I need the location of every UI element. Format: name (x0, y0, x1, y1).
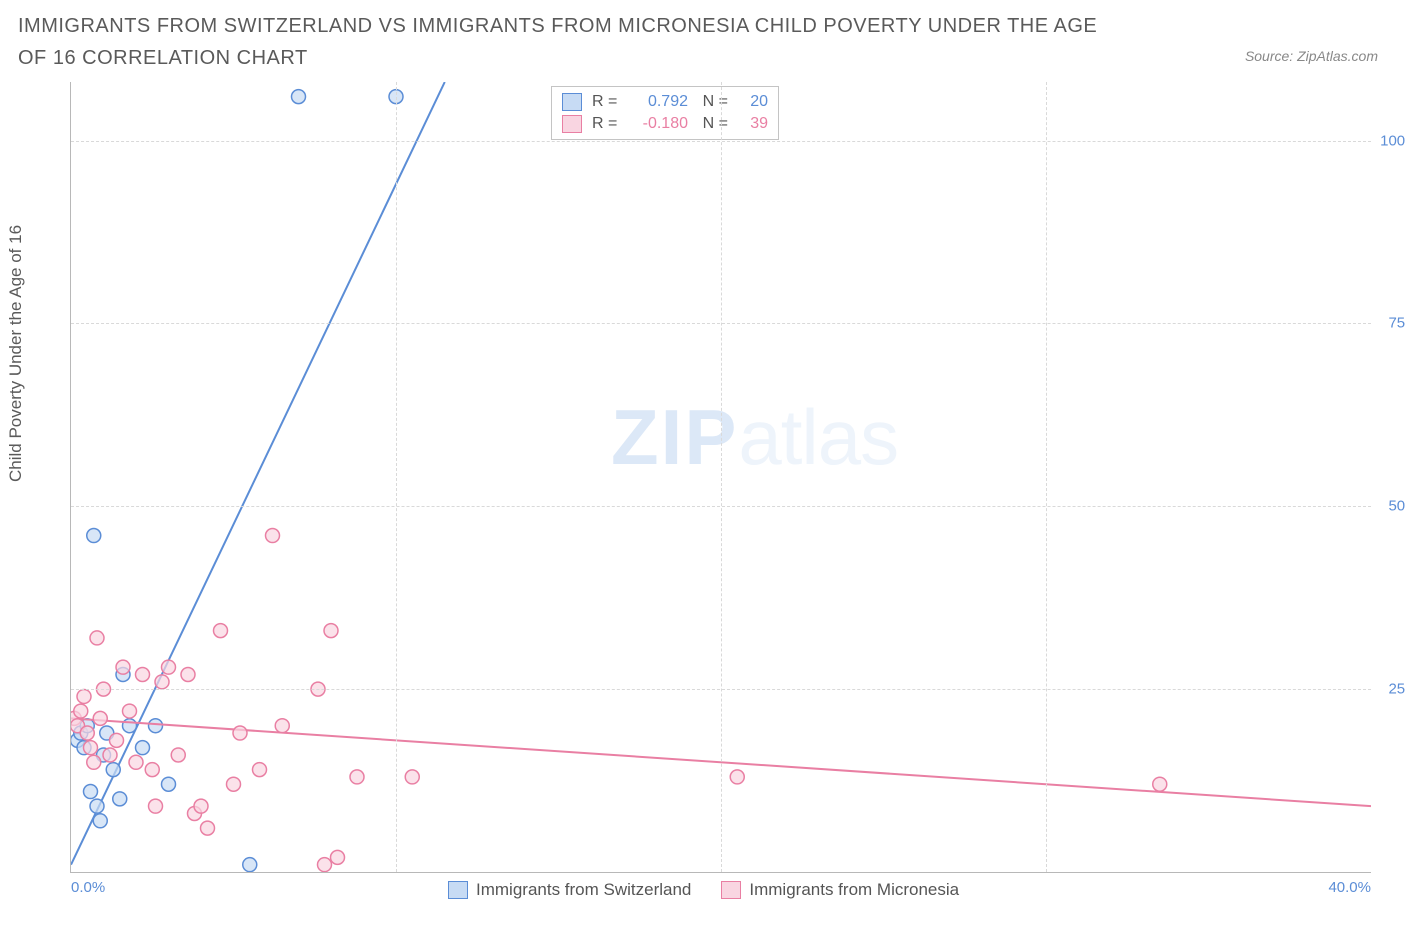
r-value: -0.180 (628, 115, 688, 133)
gridline-v (396, 82, 397, 872)
n-label: N = (698, 93, 728, 111)
r-label: R = (592, 93, 618, 111)
data-point-switzerland (292, 90, 306, 104)
chart-title: IMMIGRANTS FROM SWITZERLAND VS IMMIGRANT… (18, 10, 1118, 74)
correlation-legend: R = 0.792 N = 20 R = -0.180 N = 39 (551, 86, 779, 140)
data-point-micronesia (730, 770, 744, 784)
data-point-micronesia (123, 704, 137, 718)
data-point-micronesia (233, 726, 247, 740)
legend-item-switzerland: Immigrants from Switzerland (448, 880, 691, 900)
data-point-micronesia (324, 624, 338, 638)
data-point-switzerland (123, 719, 137, 733)
data-point-micronesia (253, 763, 267, 777)
data-point-micronesia (90, 631, 104, 645)
data-point-micronesia (136, 668, 150, 682)
data-point-micronesia (149, 799, 163, 813)
legend-swatch-icon (448, 881, 468, 899)
legend-item-micronesia: Immigrants from Micronesia (721, 880, 959, 900)
data-point-switzerland (106, 763, 120, 777)
data-point-micronesia (74, 704, 88, 718)
data-point-micronesia (84, 741, 98, 755)
data-point-micronesia (155, 675, 169, 689)
r-label: R = (592, 115, 618, 133)
data-point-micronesia (1153, 777, 1167, 791)
data-point-micronesia (201, 821, 215, 835)
data-point-micronesia (194, 799, 208, 813)
legend-swatch-icon (562, 93, 582, 111)
legend-swatch-icon (562, 115, 582, 133)
data-point-micronesia (214, 624, 228, 638)
x-tick-label: 0.0% (71, 879, 105, 896)
gridline-v (1046, 82, 1047, 872)
data-point-micronesia (227, 777, 241, 791)
r-value: 0.792 (628, 93, 688, 111)
data-point-micronesia (87, 755, 101, 769)
y-tick-label: 50.0% (1376, 498, 1406, 515)
data-point-switzerland (149, 719, 163, 733)
n-label: N = (698, 115, 728, 133)
x-tick-label: 40.0% (1328, 879, 1371, 896)
data-point-micronesia (93, 711, 107, 725)
legend-row-switzerland: R = 0.792 N = 20 (562, 91, 768, 113)
plot-area: ZIPatlas R =0.792N =20R =-0.180N =39 25.… (70, 82, 1371, 873)
n-value: 39 (738, 115, 768, 133)
data-point-micronesia (116, 660, 130, 674)
data-point-switzerland (93, 814, 107, 828)
data-point-switzerland (136, 741, 150, 755)
data-point-micronesia (110, 733, 124, 747)
data-point-switzerland (162, 777, 176, 791)
n-value: 20 (738, 93, 768, 111)
data-point-switzerland (84, 785, 98, 799)
y-tick-label: 25.0% (1376, 681, 1406, 698)
data-point-switzerland (243, 858, 257, 872)
source-attribution: Source: ZipAtlas.com (1245, 48, 1378, 64)
data-point-micronesia (181, 668, 195, 682)
data-point-micronesia (80, 726, 94, 740)
data-point-micronesia (331, 850, 345, 864)
trend-line-switzerland (71, 82, 445, 865)
y-axis-label: Child Poverty Under the Age of 16 (6, 225, 26, 482)
data-point-micronesia (171, 748, 185, 762)
data-point-micronesia (266, 529, 280, 543)
y-tick-label: 100.0% (1376, 132, 1406, 149)
data-point-micronesia (275, 719, 289, 733)
data-point-micronesia (405, 770, 419, 784)
y-tick-label: 75.0% (1376, 315, 1406, 332)
data-point-switzerland (113, 792, 127, 806)
legend-swatch-icon (721, 881, 741, 899)
data-point-micronesia (145, 763, 159, 777)
data-point-micronesia (350, 770, 364, 784)
legend-row-micronesia: R = -0.180 N = 39 (562, 113, 768, 135)
legend-label: Immigrants from Switzerland (476, 880, 691, 900)
legend-label: Immigrants from Micronesia (749, 880, 959, 900)
data-point-switzerland (87, 529, 101, 543)
data-point-micronesia (318, 858, 332, 872)
data-point-switzerland (90, 799, 104, 813)
data-point-micronesia (129, 755, 143, 769)
data-point-micronesia (77, 689, 91, 703)
series-legend: Immigrants from Switzerland Immigrants fr… (448, 880, 959, 900)
data-point-micronesia (103, 748, 117, 762)
gridline-v (721, 82, 722, 872)
data-point-micronesia (162, 660, 176, 674)
chart-container: Child Poverty Under the Age of 16 ZIPatl… (18, 82, 1388, 902)
